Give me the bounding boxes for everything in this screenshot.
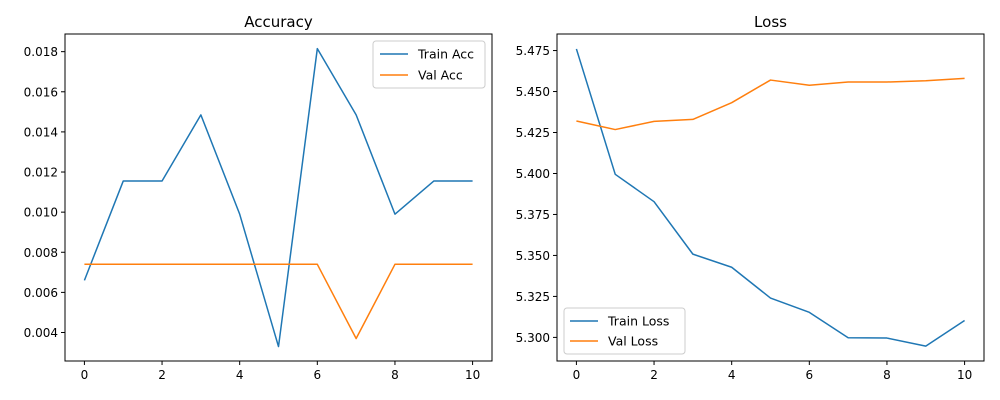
legend-label-val-acc: Val Acc	[418, 68, 463, 83]
x-tick-label: 0	[573, 368, 581, 382]
y-tick-label: 0.012	[24, 166, 58, 180]
x-tick-label: 4	[236, 368, 244, 382]
y-tick-label: 5.475	[516, 44, 550, 58]
x-tick-label: 2	[650, 368, 658, 382]
loss-chart-title: Loss	[754, 13, 787, 31]
y-tick-label: 5.325	[516, 290, 550, 304]
accuracy-plot-frame	[64, 33, 493, 362]
y-tick-label: 5.350	[516, 249, 550, 263]
accuracy-legend: Train Acc Val Acc	[372, 40, 486, 89]
y-tick-label: 5.450	[516, 85, 550, 99]
x-tick-label: 2	[158, 368, 166, 382]
x-tick-label: 8	[391, 368, 399, 382]
series-line-train-loss	[575, 48, 966, 347]
legend-label-train-acc: Train Acc	[417, 47, 474, 62]
accuracy-chart: Accuracy 0 2 4 6 8 10 0.004 0.006 0.008 0.010 0.01…	[24, 13, 493, 382]
y-tick-label: 5.300	[516, 331, 550, 345]
x-tick-label: 0	[81, 368, 89, 382]
series-line-val-loss	[576, 77, 965, 131]
y-tick-label: 0.006	[24, 286, 58, 300]
legend-label-train-loss: Train Loss	[607, 314, 669, 329]
x-tick-label: 6	[313, 368, 321, 382]
x-tick-label: 6	[805, 368, 813, 382]
x-tick-label: 4	[728, 368, 736, 382]
y-tick-label: 0.016	[24, 85, 58, 99]
loss-legend-box	[563, 307, 686, 355]
legend-label-val-loss: Val Loss	[608, 334, 658, 349]
accuracy-chart-title: Accuracy	[244, 13, 313, 31]
series-line-train-acc	[83, 47, 473, 348]
series-line-val-acc	[84, 263, 473, 340]
y-tick-label: 5.400	[516, 167, 550, 181]
y-tick-label: 5.425	[516, 126, 550, 140]
y-tick-label: 0.004	[24, 326, 58, 340]
x-tick-label: 10	[465, 368, 480, 382]
loss-plot-frame	[556, 33, 985, 362]
y-tick-label: 5.375	[516, 208, 550, 222]
y-tick-label: 0.010	[24, 206, 58, 220]
y-tick-label: 0.008	[24, 246, 58, 260]
y-tick-label: 0.014	[24, 125, 58, 139]
x-tick-label: 8	[883, 368, 891, 382]
y-tick-label: 0.018	[24, 45, 58, 59]
accuracy-legend-box	[372, 40, 486, 89]
loss-chart: Loss 0 2 4 6 8 10 5.300 5.325 5.350 5.375 5.400 5.4…	[516, 13, 985, 382]
x-tick-label: 10	[957, 368, 972, 382]
loss-legend: Train Loss Val Loss	[563, 307, 686, 355]
